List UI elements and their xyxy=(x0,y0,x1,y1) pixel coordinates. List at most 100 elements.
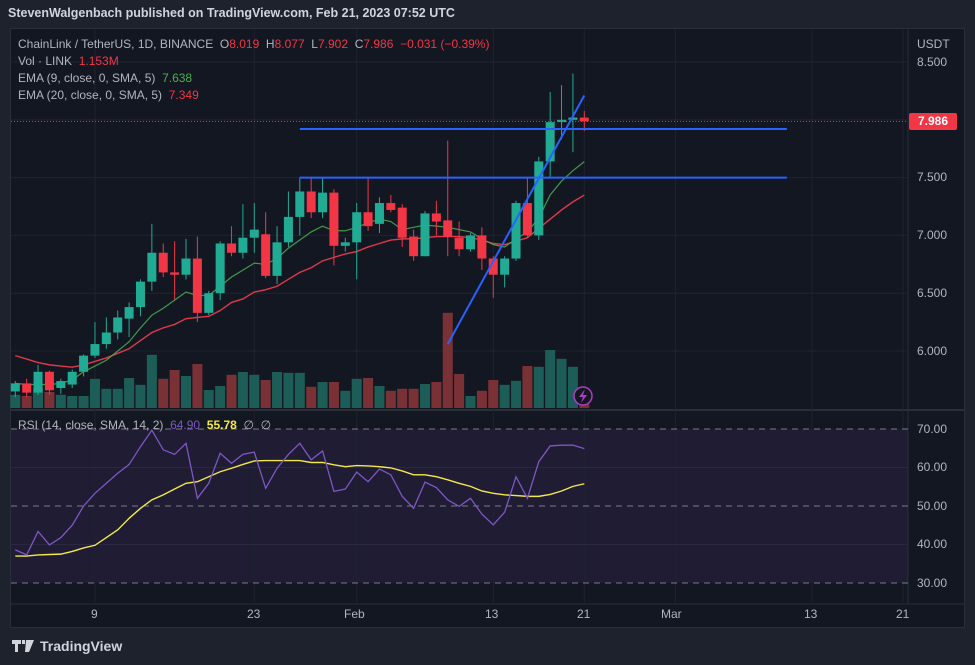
volume-bar xyxy=(306,386,317,408)
candle-body[interactable] xyxy=(500,258,510,275)
candle-body[interactable] xyxy=(386,203,396,210)
candle-body[interactable] xyxy=(340,242,350,246)
rsi-tick: 60.00 xyxy=(917,460,948,474)
candle-body[interactable] xyxy=(192,258,202,313)
candle-body[interactable] xyxy=(318,192,328,213)
candle-body[interactable] xyxy=(306,191,316,213)
volume-bar xyxy=(124,378,135,408)
candle-body[interactable] xyxy=(158,252,168,273)
high-value: 8.077 xyxy=(274,37,305,51)
tradingview-logo[interactable]: TradingView xyxy=(12,638,122,654)
candle-body[interactable] xyxy=(534,161,544,236)
volume-bar xyxy=(454,374,465,408)
volume-bar xyxy=(579,403,590,408)
candle-body[interactable] xyxy=(204,293,214,313)
candle-body[interactable] xyxy=(409,236,419,257)
close-label: C xyxy=(354,37,364,51)
tradingview-logo-icon xyxy=(12,640,34,652)
volume-bar xyxy=(340,390,351,408)
candle-body[interactable] xyxy=(431,213,441,222)
candle-body[interactable] xyxy=(466,235,475,250)
price-tick: 6.000 xyxy=(917,344,948,358)
ema9-label: EMA (9, close, 0, SMA, 5) xyxy=(18,71,156,85)
time-tick: Feb xyxy=(344,607,365,621)
time-tick: Mar xyxy=(661,607,682,621)
rsi-tick: 70.00 xyxy=(917,422,948,436)
volume-bar xyxy=(10,394,21,408)
publish-info: StevenWalgenbach published on TradingVie… xyxy=(8,6,455,20)
price-tick: 8.500 xyxy=(917,55,948,69)
close-value: 7.986 xyxy=(363,37,394,51)
price-axis-currency: USDT xyxy=(917,37,950,51)
volume-bar xyxy=(44,392,55,408)
low-value: 7.902 xyxy=(317,37,349,51)
candle-body[interactable] xyxy=(454,237,464,250)
candle-body[interactable] xyxy=(227,243,237,253)
volume-bar xyxy=(21,396,32,408)
candle-body[interactable] xyxy=(33,371,43,393)
candle-body[interactable] xyxy=(557,119,567,123)
volume-bar xyxy=(317,382,328,408)
candle-body[interactable] xyxy=(363,212,373,227)
candle-body[interactable] xyxy=(10,383,20,392)
candle-body[interactable] xyxy=(329,192,339,246)
candle-body[interactable] xyxy=(579,117,589,122)
candle-body[interactable] xyxy=(443,220,453,237)
candle-body[interactable] xyxy=(477,235,487,259)
candle-body[interactable] xyxy=(79,355,89,372)
volume-bar xyxy=(215,386,226,408)
candle-body[interactable] xyxy=(295,191,305,217)
candle-body[interactable] xyxy=(522,203,532,236)
candle-body[interactable] xyxy=(568,117,578,120)
legend-ema9[interactable]: EMA (9, close, 0, SMA, 5) 7.638 xyxy=(18,71,192,85)
legend-volume[interactable]: Vol · LINK 1.153M xyxy=(18,54,119,68)
candle-body[interactable] xyxy=(272,242,282,276)
volume-bar xyxy=(203,390,214,408)
candle-body[interactable] xyxy=(374,203,384,224)
candle-body[interactable] xyxy=(511,203,521,259)
candle-body[interactable] xyxy=(147,252,157,282)
candle-body[interactable] xyxy=(488,258,498,275)
candle-body[interactable] xyxy=(22,383,32,393)
price-tick: 7.000 xyxy=(917,228,948,242)
candle-body[interactable] xyxy=(90,344,100,356)
legend-ohlc-row: ChainLink / TetherUS, 1D, BINANCE O8.019… xyxy=(18,37,489,51)
volume-bar xyxy=(78,396,89,408)
candle-body[interactable] xyxy=(397,207,407,238)
volume-bar xyxy=(101,388,112,408)
time-tick: 9 xyxy=(91,607,98,621)
candle-body[interactable] xyxy=(67,371,77,385)
volume-bar xyxy=(237,372,248,408)
volume-bar xyxy=(419,384,430,408)
rsi-sma-value: 55.78 xyxy=(206,418,237,432)
candle-body[interactable] xyxy=(215,243,225,294)
legend-rsi[interactable]: RSI (14, close, SMA, 14, 2) 64.90 55.78 … xyxy=(18,418,271,432)
candle-body[interactable] xyxy=(124,307,134,319)
candle-body[interactable] xyxy=(249,229,259,238)
candle-body[interactable] xyxy=(352,212,362,243)
candle-body[interactable] xyxy=(56,381,66,388)
volume-bar xyxy=(442,312,453,408)
time-tick: 13 xyxy=(485,607,499,621)
candle-body[interactable] xyxy=(135,281,145,308)
trend-line-drawing[interactable] xyxy=(446,95,586,345)
change-value: −0.031 (−0.39%) xyxy=(400,37,490,51)
symbol-title[interactable]: ChainLink / TetherUS, 1D, BINANCE xyxy=(18,37,214,51)
candle-body[interactable] xyxy=(545,122,555,162)
volume-bar xyxy=(272,372,283,408)
candle-body[interactable] xyxy=(44,371,54,391)
volume-bar xyxy=(476,390,487,408)
candle-body[interactable] xyxy=(261,234,271,276)
candle-body[interactable] xyxy=(238,237,248,253)
rsi-tick: 30.00 xyxy=(917,576,948,590)
time-tick: 13 xyxy=(804,607,818,621)
legend-ema20[interactable]: EMA (20, close, 0, SMA, 5) 7.349 xyxy=(18,88,199,102)
candle-body[interactable] xyxy=(170,272,180,275)
candle-body[interactable] xyxy=(113,317,123,333)
candle-body[interactable] xyxy=(283,216,293,243)
volume-bar xyxy=(374,386,385,408)
candle-body[interactable] xyxy=(181,258,191,275)
candle-body[interactable] xyxy=(420,213,430,257)
candle-body[interactable] xyxy=(101,332,111,345)
